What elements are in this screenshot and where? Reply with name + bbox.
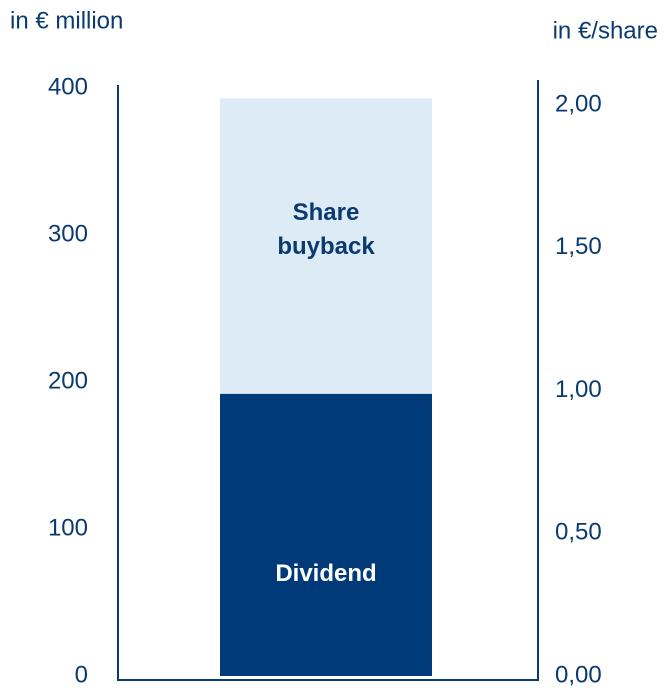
segment-label-line: Share [293,199,360,226]
y-tick-label: 400 [48,73,88,100]
segment-label-line: buyback [277,233,375,260]
y2-tick-label: 1,50 [555,233,602,260]
y2-tick-label: 2,00 [555,90,602,117]
segment-label-line: Dividend [275,560,376,587]
y2-axis-label: in €/share [553,17,658,44]
y-axis-label: in € million [10,7,123,34]
y2-tick-label: 1,00 [555,376,602,403]
y2-tick-label: 0,50 [555,519,602,546]
bar-segment [220,98,432,394]
y-tick-label: 100 [48,514,88,541]
y-tick-label: 0 [75,661,88,688]
y2-tick-label: 0,00 [555,661,602,688]
y-tick-label: 200 [48,367,88,394]
segment-label: Share buyback [277,199,375,260]
y-tick-label: 300 [48,220,88,247]
segment-label: Dividend [275,560,376,587]
bar-segment [220,393,432,676]
